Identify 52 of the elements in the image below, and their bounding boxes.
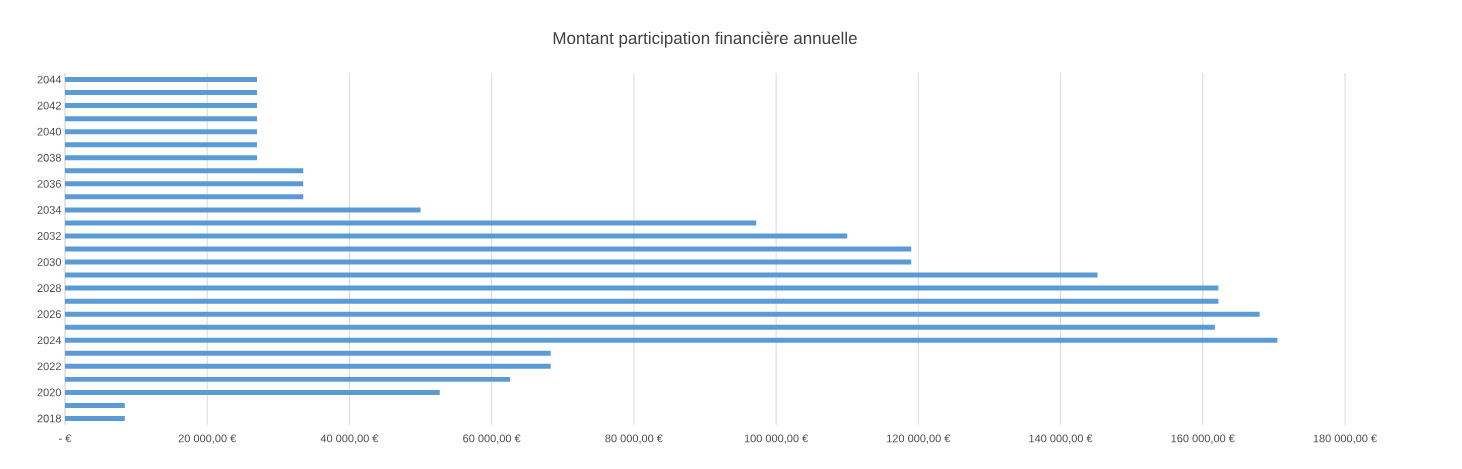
bar — [65, 337, 1278, 343]
y-tick-label: 2038 — [37, 153, 61, 162]
bar — [65, 103, 257, 109]
bar — [65, 272, 1098, 278]
x-tick-label: 120 000,00 € — [887, 434, 951, 444]
y-tick-label: 2030 — [37, 258, 62, 266]
bar — [65, 77, 257, 83]
bar — [65, 194, 304, 200]
bar — [65, 376, 511, 382]
bar — [65, 168, 304, 174]
y-tick-label: 2028 — [37, 284, 61, 293]
x-tick-label: - € — [59, 434, 72, 443]
bar — [65, 350, 551, 356]
bar — [65, 389, 440, 395]
bar — [65, 415, 125, 421]
bar — [65, 298, 1219, 304]
y-tick-label: 2034 — [37, 206, 62, 214]
y-tick-label: 2042 — [37, 101, 61, 110]
x-tick-label: 60 000,00 € — [463, 434, 521, 444]
x-tick-label: 160 000,00 € — [1171, 434, 1235, 444]
x-tick-label: 180 000,00 € — [1313, 434, 1377, 444]
bar — [65, 402, 125, 408]
bar — [65, 246, 912, 252]
bar — [65, 311, 1260, 317]
y-tick-label: 2024 — [37, 336, 62, 345]
bar — [65, 363, 551, 369]
x-tick-label: 40 000,00 € — [320, 434, 379, 444]
bar — [65, 285, 1219, 291]
bar — [65, 129, 257, 135]
bar — [65, 324, 1215, 330]
x-tick-label: 140 000,00 € — [1029, 434, 1093, 444]
bar — [65, 259, 912, 265]
bar — [65, 155, 257, 161]
y-tick-label: 2020 — [37, 388, 62, 397]
x-tick-label: 20 000,00 € — [178, 434, 237, 444]
y-tick-label: 2040 — [37, 127, 62, 136]
y-tick-label: 2018 — [37, 414, 61, 423]
y-tick-label: 2044 — [37, 75, 62, 84]
bar — [65, 181, 304, 187]
y-tick-label: 2026 — [37, 310, 61, 319]
chart-title: Montant participation financière annuelle — [553, 31, 857, 48]
bar — [65, 142, 257, 148]
bar — [65, 90, 257, 96]
y-tick-label: 2036 — [37, 179, 61, 188]
y-tick-label: 2032 — [37, 232, 61, 240]
y-tick-label: 2022 — [37, 362, 61, 371]
bar — [65, 233, 848, 239]
bar — [65, 116, 257, 122]
x-tick-label: 100 000,00 € — [744, 434, 809, 444]
bar — [65, 207, 421, 213]
x-tick-label: 80 000,00 € — [605, 434, 663, 444]
bar — [65, 220, 757, 226]
